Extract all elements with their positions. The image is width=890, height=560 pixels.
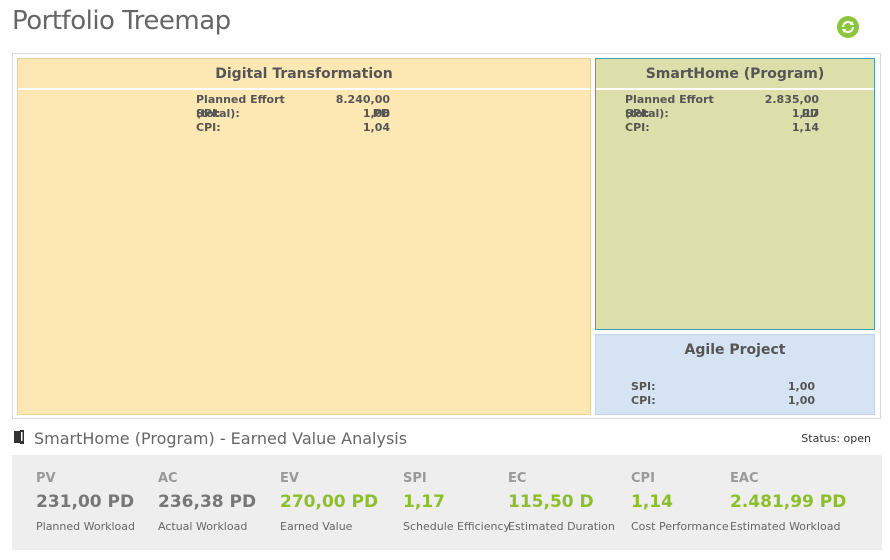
metric-value: 1,17 xyxy=(791,107,819,120)
status-value: open xyxy=(843,432,871,445)
refresh-icon xyxy=(842,21,854,33)
tile-metrics: Planned Effort (total): 8.240,00 PD SPI:… xyxy=(196,93,390,135)
tile-title: Agile Project xyxy=(684,342,786,358)
metric-value: 2.835,00 PD xyxy=(764,93,819,120)
tile-smarthome-program[interactable]: SmartHome (Program) Planned Effort (tota… xyxy=(595,58,875,330)
kpi-desc: Earned Value xyxy=(280,520,353,533)
book-icon xyxy=(14,430,24,444)
kpi-value: 115,50 D xyxy=(508,492,594,512)
tile-digital-transformation[interactable]: Digital Transformation Planned Effort (t… xyxy=(17,58,591,415)
kpi-value: 1,17 xyxy=(403,492,445,512)
kpi-desc: Estimated Workload xyxy=(730,520,841,533)
metric-label: SPI: xyxy=(631,380,656,393)
kpi-desc: Actual Workload xyxy=(158,520,248,533)
metric-label: CPI: xyxy=(631,394,656,407)
status-indicator: Status: open xyxy=(785,429,881,455)
kpi-abbr: EC xyxy=(508,471,527,486)
metric-label: CPI: xyxy=(196,121,221,134)
metric-value: 8.240,00 PD xyxy=(335,93,390,120)
metric-label: Planned Effort (total): xyxy=(196,93,285,120)
kpi-value: 236,38 PD xyxy=(158,492,257,512)
tile-agile-project[interactable]: Agile Project SPI: 1,00 CPI: 1,00 xyxy=(595,334,875,415)
metric-label: SPI: xyxy=(196,107,221,120)
tile-title: Digital Transformation xyxy=(18,59,590,90)
metric-value: 1,08 xyxy=(362,107,390,120)
status-label: Status: xyxy=(801,432,841,445)
page-title: Portfolio Treemap xyxy=(12,6,231,36)
kpi-value: 2.481,99 PD xyxy=(730,492,847,512)
tile-metrics: SPI: 1,00 CPI: 1,00 xyxy=(631,380,815,408)
kpi-abbr: CPI xyxy=(631,471,655,486)
kpi-desc: Cost Performance xyxy=(631,520,729,533)
kpi-value: 231,00 PD xyxy=(36,492,135,512)
analysis-title: SmartHome (Program) - Earned Value Analy… xyxy=(34,429,408,448)
kpi-desc: Planned Workload xyxy=(36,520,135,533)
metric-label: SPI: xyxy=(625,107,650,120)
treemap: Digital Transformation Planned Effort (t… xyxy=(12,53,881,419)
refresh-button[interactable] xyxy=(837,16,859,38)
kpi-desc: Estimated Duration xyxy=(508,520,615,533)
kpi-abbr: EAC xyxy=(730,471,759,486)
metric-value: 1,14 xyxy=(791,121,819,134)
metric-label: CPI: xyxy=(625,121,650,134)
kpi-desc: Schedule Efficiency xyxy=(403,520,511,533)
tile-metrics: Planned Effort (total): 2.835,00 PD SPI:… xyxy=(625,93,819,135)
kpi-abbr: AC xyxy=(158,471,178,486)
metric-label: Planned Effort (total): xyxy=(625,93,714,120)
kpi-value: 1,14 xyxy=(631,492,673,512)
kpi-abbr: EV xyxy=(280,471,299,486)
metric-value: 1,04 xyxy=(362,121,390,134)
tile-title: SmartHome (Program) xyxy=(596,59,874,90)
metric-value: 1,00 xyxy=(787,380,815,393)
kpi-abbr: PV xyxy=(36,471,56,486)
metric-value: 1,00 xyxy=(787,394,815,407)
kpi-abbr: SPI xyxy=(403,471,427,486)
kpi-panel: PV 231,00 PD Planned Workload AC 236,38 … xyxy=(12,455,882,550)
kpi-value: 270,00 PD xyxy=(280,492,379,512)
